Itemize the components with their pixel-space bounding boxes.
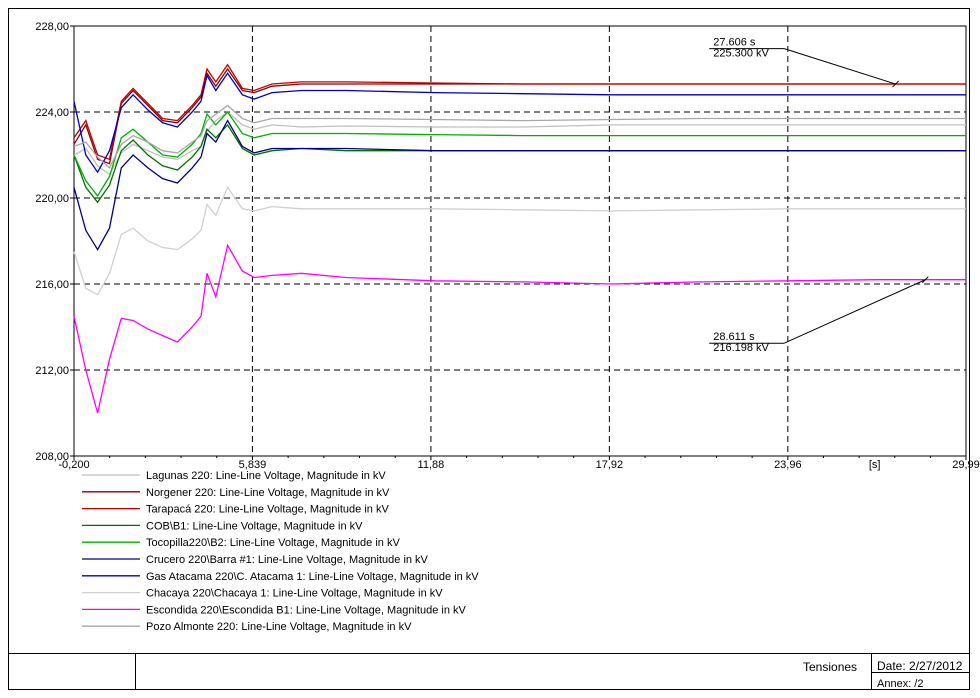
y-tick-label: 224,00 xyxy=(35,107,69,119)
footer-right-divider xyxy=(871,653,872,690)
legend-label: Lagunas 220: Line-Line Voltage, Magnitud… xyxy=(146,470,386,482)
y-tick-label: 220,00 xyxy=(35,193,69,205)
y-tick-label: 216,00 xyxy=(35,279,69,291)
legend-label: Pozo Almonte 220: Line-Line Voltage, Mag… xyxy=(146,621,412,633)
series-line-0 xyxy=(73,111,966,176)
y-tick-label: 228,00 xyxy=(35,21,69,33)
series-group xyxy=(73,63,966,414)
annotation-leader-1 xyxy=(784,279,926,344)
annotation-value-1: 216.198 kV xyxy=(713,342,769,354)
x-tick-label: 5,839 xyxy=(239,459,267,471)
annotation-marker-0 xyxy=(892,80,899,88)
series-line-8 xyxy=(73,243,966,414)
annotation-time-1: 28.611 s xyxy=(713,331,755,343)
series-line-4 xyxy=(73,110,966,198)
annotation-marker-1 xyxy=(921,276,929,284)
footer-title: Tensiones xyxy=(803,660,858,674)
legend-label: Tarapacá 220: Line-Line Voltage, Magnitu… xyxy=(146,504,389,516)
legend-label: Norgener 220: Line-Line Voltage, Magnitu… xyxy=(146,487,390,499)
series-line-7 xyxy=(73,185,966,296)
x-tick-label: -0,200 xyxy=(58,459,89,471)
legend-label: Chacaya 220\Chacaya 1: Line-Line Voltage… xyxy=(146,588,443,600)
legend-label: Tocopilla220\B2: Line-Line Voltage, Magn… xyxy=(146,537,400,549)
x-tick-label: 23,96 xyxy=(774,459,802,471)
legend-label: Escondida 220\Escondida B1: Line-Line Vo… xyxy=(146,604,466,616)
legend-label: COB\B1: Line-Line Voltage, Magnitude in … xyxy=(146,520,363,532)
legend-label: Gas Atacama 220\C. Atacama 1: Line-Line … xyxy=(146,571,479,583)
footer-date: Date: 2/27/2012 xyxy=(877,659,963,673)
footer-date-divider xyxy=(871,672,970,673)
annotation-value-0: 225.300 kV xyxy=(713,48,769,60)
series-line-6 xyxy=(73,72,966,174)
footer-annex: Annex: /2 xyxy=(877,678,924,690)
series-line-9 xyxy=(73,104,966,169)
y-tick-label: 212,00 xyxy=(35,365,69,377)
y-tick-label: 208,00 xyxy=(35,451,69,463)
legend-label: Crucero 220\Barra #1: Line-Line Voltage,… xyxy=(146,554,429,566)
annotation-leader-0 xyxy=(784,48,896,85)
x-tick-label: 11,88 xyxy=(418,459,445,471)
x-axis-label: [s] xyxy=(869,459,881,471)
x-tick-label: 17,92 xyxy=(596,459,624,471)
plot-frame xyxy=(8,8,970,690)
x-tick-label: 29,99 xyxy=(952,459,980,471)
plot-area xyxy=(73,25,967,457)
annotation-time-0: 27.606 s xyxy=(713,37,756,49)
series-line-5 xyxy=(73,119,966,251)
footer-left-divider xyxy=(135,653,136,690)
series-line-2 xyxy=(73,63,966,161)
footer-divider xyxy=(8,653,970,654)
